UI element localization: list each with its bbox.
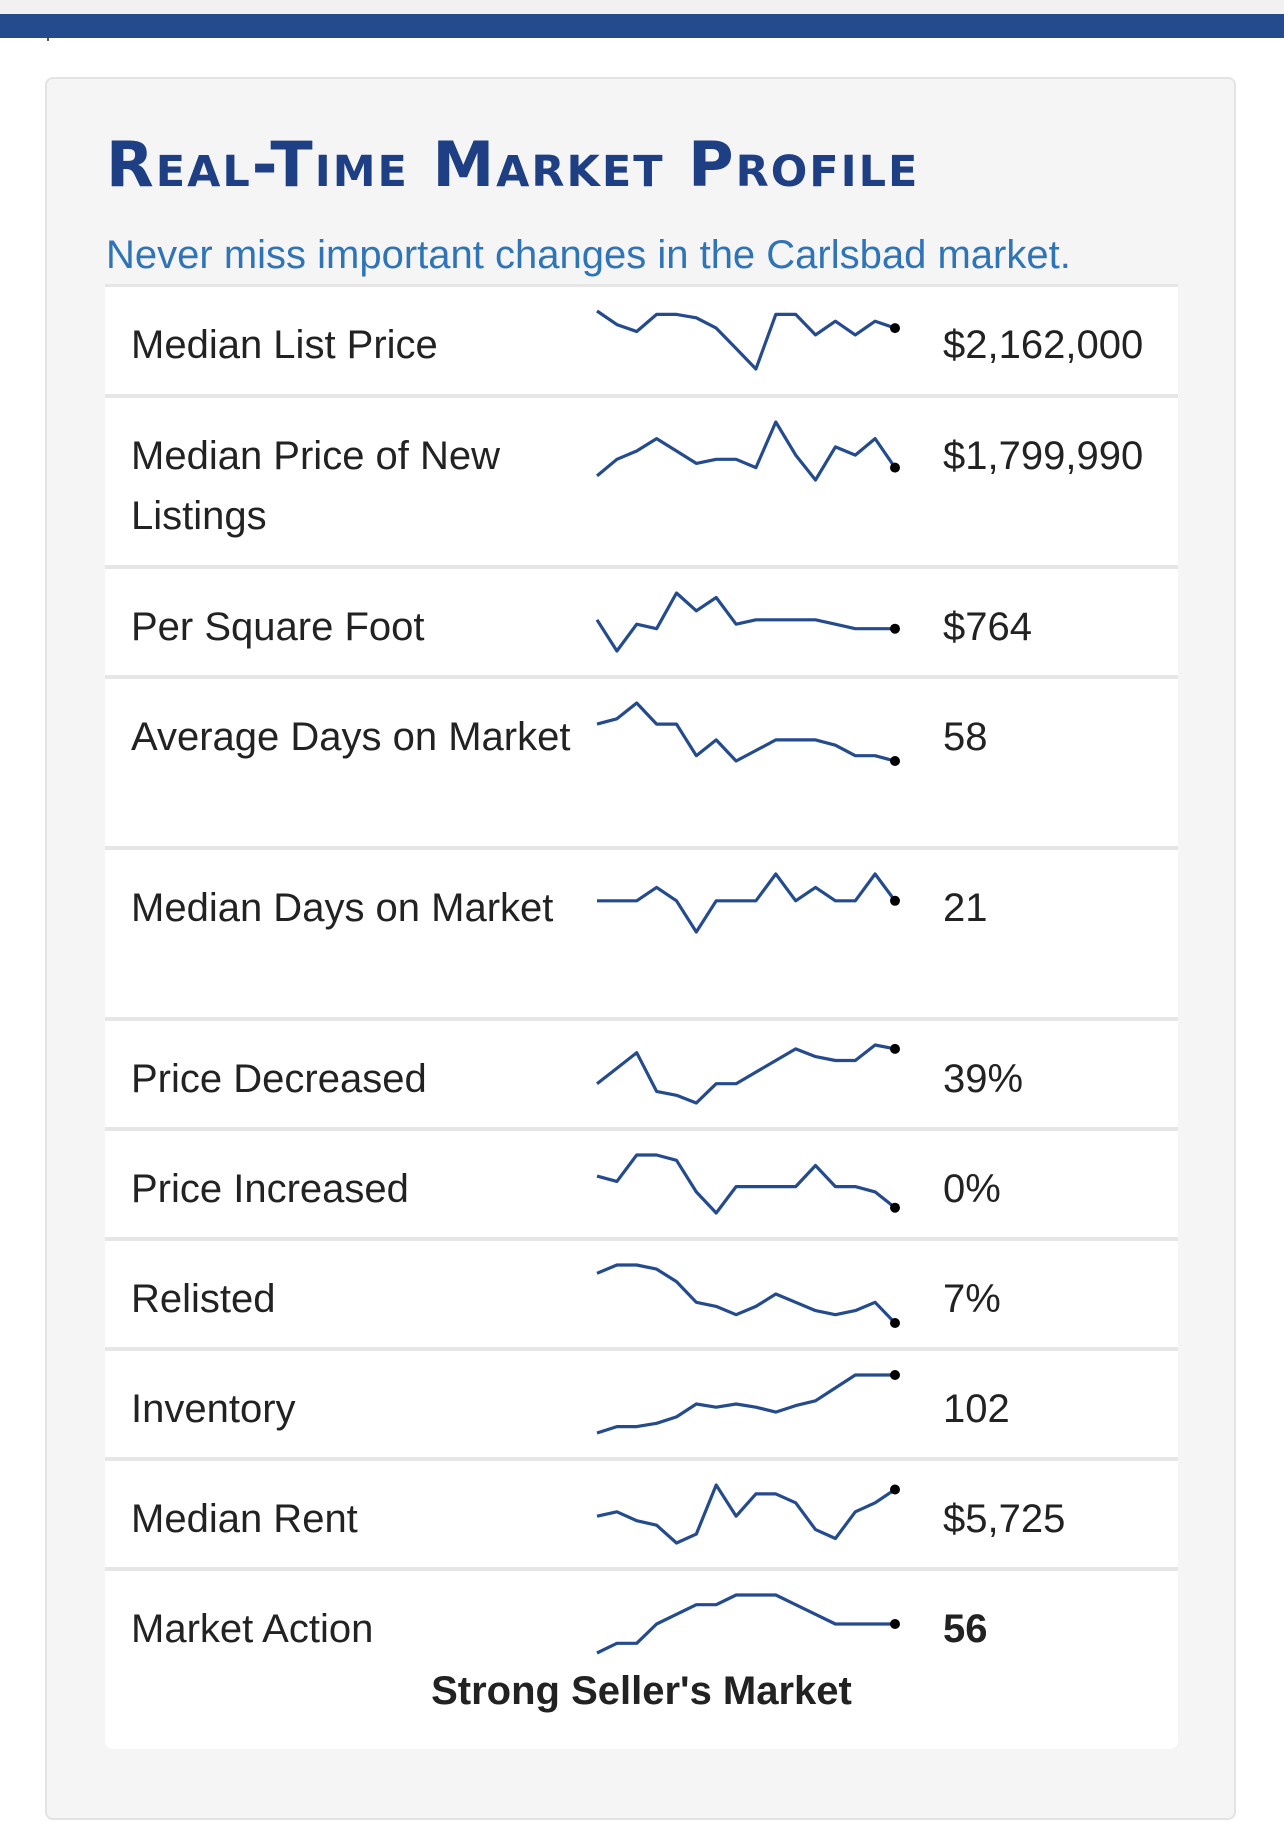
sparkline bbox=[596, 1263, 900, 1328]
stat-row-price-decreased[interactable]: Price Decreased 39% bbox=[105, 1017, 1178, 1127]
sparkline bbox=[596, 309, 900, 371]
sparkline-trend-line bbox=[596, 1483, 896, 1545]
market-stats-table: Median List Price $2,162,000 Median Pric… bbox=[105, 284, 1178, 1749]
market-status-footer: Strong Seller's Market bbox=[105, 1659, 1178, 1749]
sparkline-end-dot bbox=[890, 1619, 900, 1629]
stat-value: 102 bbox=[943, 1387, 1010, 1431]
stat-label: Median Days on Market bbox=[131, 886, 554, 930]
sparkline bbox=[595, 591, 900, 653]
panel-title: Real-Time Market Profile bbox=[106, 128, 920, 201]
stat-value: $764 bbox=[943, 605, 1032, 649]
sparkline-trend-line bbox=[596, 1043, 896, 1105]
header-tick-mark bbox=[47, 38, 49, 41]
stat-label: Market Action bbox=[131, 1607, 374, 1651]
stat-row-median-rent[interactable]: Median Rent $5,725 bbox=[105, 1457, 1178, 1567]
stat-value: $2,162,000 bbox=[943, 323, 1144, 367]
stat-label: Median Price of New Listings bbox=[131, 434, 501, 538]
sparkline-end-dot bbox=[890, 1202, 900, 1213]
stat-label: Price Decreased bbox=[131, 1057, 427, 1101]
sparkline-end-dot bbox=[890, 323, 900, 334]
sparkline-trend-line bbox=[595, 591, 895, 653]
stat-row-inventory[interactable]: Inventory 102 bbox=[105, 1347, 1178, 1457]
sparkline-end-dot bbox=[890, 623, 900, 634]
stat-value: 21 bbox=[943, 886, 988, 930]
stat-value: $5,725 bbox=[943, 1497, 1066, 1541]
stat-row-relisted[interactable]: Relisted 7% bbox=[105, 1237, 1178, 1347]
stat-label: Inventory bbox=[131, 1387, 296, 1431]
sparkline-end-dot bbox=[890, 1370, 900, 1380]
stat-label: Median Rent bbox=[131, 1497, 358, 1541]
sparkline bbox=[596, 701, 900, 766]
stat-value: 7% bbox=[943, 1277, 1001, 1321]
stat-label: Average Days on Market bbox=[131, 715, 571, 759]
sparkline-trend-line bbox=[597, 872, 897, 934]
sparkline-trend-line bbox=[596, 1593, 895, 1655]
stat-row-price-increased[interactable]: Price Increased 0% bbox=[105, 1127, 1178, 1237]
site-header-bar bbox=[0, 14, 1284, 38]
stat-row-market-action[interactable]: Market Action 56 bbox=[105, 1567, 1178, 1659]
stat-row-median-list-price[interactable]: Median List Price $2,162,000 bbox=[105, 284, 1178, 394]
sparkline-end-dot bbox=[890, 756, 900, 766]
top-bar-background bbox=[0, 0, 1284, 14]
market-status-label: Strong Seller's Market bbox=[431, 1669, 852, 1713]
stat-label: Median List Price bbox=[131, 323, 438, 367]
stat-value: 0% bbox=[943, 1167, 1001, 1211]
sparkline bbox=[597, 872, 900, 934]
sparkline bbox=[596, 1370, 900, 1435]
sparkline bbox=[595, 420, 900, 482]
sparkline-trend-line bbox=[596, 309, 896, 371]
sparkline bbox=[596, 1593, 900, 1655]
sparkline-trend-line bbox=[596, 1373, 895, 1435]
stat-label: Price Increased bbox=[131, 1167, 409, 1211]
stat-value: 39% bbox=[943, 1057, 1024, 1101]
sparkline bbox=[596, 1483, 900, 1545]
sparkline-trend-line bbox=[596, 1153, 896, 1215]
stat-label: Per Square Foot bbox=[131, 605, 425, 649]
stat-label: Relisted bbox=[131, 1277, 276, 1321]
stat-row-per-square-foot[interactable]: Per Square Foot $764 bbox=[105, 565, 1178, 675]
stat-row-average-days-on-market[interactable]: Average Days on Market 58 bbox=[105, 675, 1178, 846]
sparkline bbox=[596, 1043, 900, 1105]
sparkline-trend-line bbox=[596, 1263, 897, 1325]
stat-row-median-price-new-listings[interactable]: Median Price of New Listings $1,799,990 bbox=[105, 394, 1178, 565]
stat-row-median-days-on-market[interactable]: Median Days on Market 21 bbox=[105, 846, 1178, 1017]
sparkline-end-dot bbox=[890, 1484, 900, 1495]
sparkline-end-dot bbox=[890, 1318, 900, 1328]
sparkline-end-dot bbox=[890, 462, 900, 473]
panel-subtitle: Never miss important changes in the Carl… bbox=[106, 233, 1071, 277]
sparkline bbox=[596, 1153, 900, 1215]
market-action-score: 56 bbox=[943, 1607, 988, 1651]
sparkline-end-dot bbox=[890, 895, 900, 906]
sparkline-trend-line bbox=[596, 701, 896, 763]
stat-value: $1,799,990 bbox=[943, 434, 1144, 478]
sparkline-end-dot bbox=[890, 1043, 900, 1054]
stat-value: 58 bbox=[943, 715, 988, 759]
sparkline-trend-line bbox=[595, 420, 897, 482]
